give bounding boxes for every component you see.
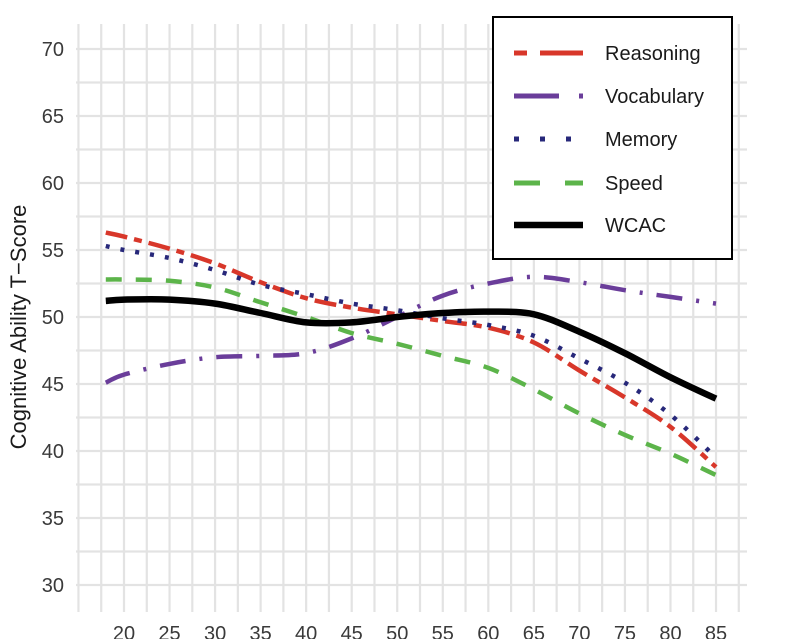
legend-item-memory: Memory	[514, 129, 677, 151]
y-axis-title: Cognitive Ability T−Score	[6, 205, 31, 450]
legend-item-reasoning: Reasoning	[514, 43, 701, 65]
y-tick-label: 45	[42, 374, 64, 396]
x-tick-label: 25	[158, 623, 180, 639]
x-tick-label: 50	[386, 623, 408, 639]
x-tick-label: 70	[568, 623, 590, 639]
legend: Reasoning Vocabulary Memory Speed WCAC	[492, 16, 733, 260]
legend-box	[492, 16, 733, 260]
y-tick-label: 50	[42, 307, 64, 329]
x-tick-label: 55	[432, 623, 454, 639]
x-tick-label: 20	[113, 623, 135, 639]
legend-item-wcac: WCAC	[514, 215, 666, 237]
line-speed	[105, 277, 717, 478]
y-tick-label: 70	[42, 39, 64, 61]
legend-label-speed: Speed	[605, 173, 663, 195]
x-axis-ticks: 20 25 30 35 40 45 50 55 60 65 70 75 80 85	[113, 623, 727, 639]
line-memory	[105, 243, 718, 460]
legend-label-memory: Memory	[605, 129, 677, 151]
series-reasoning	[105, 230, 718, 469]
y-tick-label: 30	[42, 575, 64, 597]
series-wcac	[105, 295, 718, 402]
x-tick-label: 40	[295, 623, 317, 639]
y-axis-ticks: 30 35 40 45 50 55 60 65 70	[42, 39, 64, 597]
x-tick-label: 80	[659, 623, 681, 639]
x-tick-label: 30	[204, 623, 226, 639]
line-wcac	[105, 295, 718, 402]
legend-label-wcac: WCAC	[605, 215, 666, 237]
legend-item-speed: Speed	[514, 173, 663, 195]
x-tick-label: 35	[249, 623, 271, 639]
legend-item-vocabulary: Vocabulary	[514, 86, 704, 108]
y-tick-label: 60	[42, 173, 64, 195]
y-tick-label: 55	[42, 240, 64, 262]
series-memory	[105, 243, 718, 460]
series-lines	[104, 230, 718, 478]
series-speed	[105, 277, 717, 478]
y-tick-label: 40	[42, 441, 64, 463]
x-tick-label: 65	[523, 623, 545, 639]
legend-label-vocabulary: Vocabulary	[605, 86, 704, 108]
legend-label-reasoning: Reasoning	[605, 43, 701, 65]
x-tick-label: 45	[341, 623, 363, 639]
x-tick-label: 75	[614, 623, 636, 639]
y-tick-label: 65	[42, 106, 64, 128]
line-reasoning	[105, 230, 718, 469]
x-tick-label: 60	[477, 623, 499, 639]
y-tick-label: 35	[42, 508, 64, 530]
x-tick-label: 85	[705, 623, 727, 639]
